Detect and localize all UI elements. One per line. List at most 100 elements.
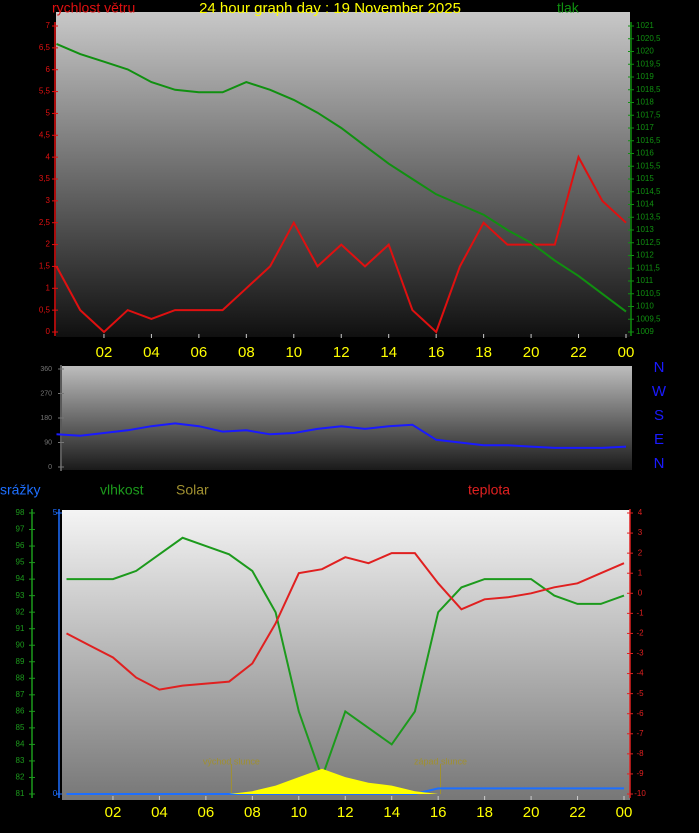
x-tick-label: 16 [428, 344, 445, 361]
y-tick-label: -1 [636, 608, 644, 617]
x-tick-label: 14 [383, 804, 400, 821]
x-tick-label: 08 [244, 804, 261, 821]
y-tick-label: 1010 [636, 302, 654, 311]
y-tick-label: -10 [634, 789, 646, 798]
x-tick-label: 18 [475, 344, 492, 361]
x-tick-label: 06 [198, 804, 215, 821]
y-tick-label: 1012,5 [636, 238, 661, 247]
plot-background [62, 366, 632, 470]
y-tick-label: 5 [46, 109, 51, 118]
y-tick-label: 83 [16, 756, 25, 765]
legend-label: rychlost větru [52, 0, 135, 16]
y-tick-label: 91 [16, 624, 25, 633]
x-tick-label: 04 [151, 804, 168, 821]
y-tick-label: 3,5 [39, 174, 51, 183]
y-tick-label: 0 [48, 464, 52, 471]
y-tick-label: -4 [636, 669, 644, 678]
y-tick-label: -8 [636, 749, 644, 758]
x-tick-label: 08 [238, 344, 255, 361]
y-tick-label: 87 [16, 690, 25, 699]
y-tick-label: 94 [16, 574, 25, 583]
x-tick-label: 10 [285, 344, 302, 361]
y-tick-label: 1015 [636, 174, 654, 183]
x-tick-label: 22 [569, 804, 586, 821]
y-tick-label: 1 [46, 283, 51, 292]
plot-background [56, 12, 630, 337]
y-tick-label: 1012 [636, 251, 654, 260]
x-tick-label: 02 [105, 804, 122, 821]
y-tick-label: 4 [46, 152, 51, 161]
y-tick-label: 88 [16, 673, 25, 682]
series-line [55, 154, 627, 334]
direction-label: W [652, 383, 667, 400]
y-tick-label: 180 [40, 415, 52, 422]
y-tick-label: 81 [16, 789, 25, 798]
y-tick-label: 1011 [636, 276, 654, 285]
y-tick-label: 1019 [636, 72, 654, 81]
y-tick-label: 82 [16, 773, 25, 782]
y-tick-label: 89 [16, 657, 25, 666]
x-tick-label: 22 [570, 344, 587, 361]
y-tick-label: 1009 [636, 327, 654, 336]
y-tick-label: 1014 [636, 200, 654, 209]
plot-background [62, 510, 630, 800]
x-tick-label: 04 [143, 344, 160, 361]
annotation: východ slunce [203, 756, 260, 766]
y-tick-label: 1013 [636, 225, 654, 234]
y-tick-label: 1019,5 [636, 59, 661, 68]
y-tick-label: 1 [638, 568, 643, 577]
y-tick-label: 1017 [636, 123, 654, 132]
y-tick-label: 1020 [636, 47, 654, 56]
y-tick-label: 93 [16, 591, 25, 600]
y-tick-label: -6 [636, 709, 644, 718]
series-line [56, 422, 627, 449]
y-tick-label: -7 [636, 729, 644, 738]
y-tick-label: 4 [638, 508, 643, 517]
x-tick-label: 00 [618, 344, 635, 361]
y-tick-label: 0 [53, 789, 58, 798]
annotation: západ slunce [414, 756, 467, 766]
x-tick-label: 06 [191, 344, 208, 361]
legend-label: tlak [557, 0, 580, 16]
y-tick-label: 5,5 [39, 87, 51, 96]
y-tick-label: -9 [636, 769, 644, 778]
direction-label: N [654, 359, 665, 376]
y-tick-label: 3 [638, 528, 643, 537]
y-tick-label: 2 [46, 240, 51, 249]
series-line [66, 536, 625, 781]
y-tick-label: 1021 [636, 21, 654, 30]
y-tick-label: 2,5 [39, 218, 51, 227]
y-tick-label: 0 [638, 588, 643, 597]
y-tick-label: 270 [40, 390, 52, 397]
legend-label: srážky [0, 482, 40, 498]
x-tick-label: 10 [290, 804, 307, 821]
y-tick-label: 1018,5 [636, 85, 661, 94]
x-tick-label: 00 [616, 804, 633, 821]
series-area [66, 768, 624, 794]
direction-label: N [654, 455, 665, 472]
y-tick-label: 3 [46, 196, 51, 205]
y-tick-label: 6 [46, 65, 51, 74]
y-tick-label: 95 [16, 558, 25, 567]
y-tick-label: 6,5 [39, 43, 51, 52]
y-tick-label: 5 [53, 508, 58, 517]
y-tick-label: 0,5 [39, 305, 51, 314]
y-tick-label: 96 [16, 541, 25, 550]
x-tick-label: 20 [523, 804, 540, 821]
y-tick-label: 84 [16, 740, 25, 749]
y-tick-label: 92 [16, 607, 25, 616]
y-tick-label: 1016 [636, 149, 654, 158]
y-tick-label: 1011,5 [636, 263, 660, 272]
y-tick-label: 1010,5 [636, 289, 661, 298]
y-tick-label: -3 [636, 649, 644, 658]
y-tick-label: -2 [636, 629, 644, 638]
y-tick-label: 90 [16, 640, 25, 649]
y-tick-label: 1014,5 [636, 187, 661, 196]
y-tick-label: 90 [44, 439, 52, 446]
y-tick-label: 360 [40, 366, 52, 373]
y-tick-label: 97 [16, 525, 25, 534]
legend-label: Solar [176, 482, 209, 498]
x-tick-label: 12 [333, 344, 350, 361]
legend-label: vlhkost [100, 482, 144, 498]
